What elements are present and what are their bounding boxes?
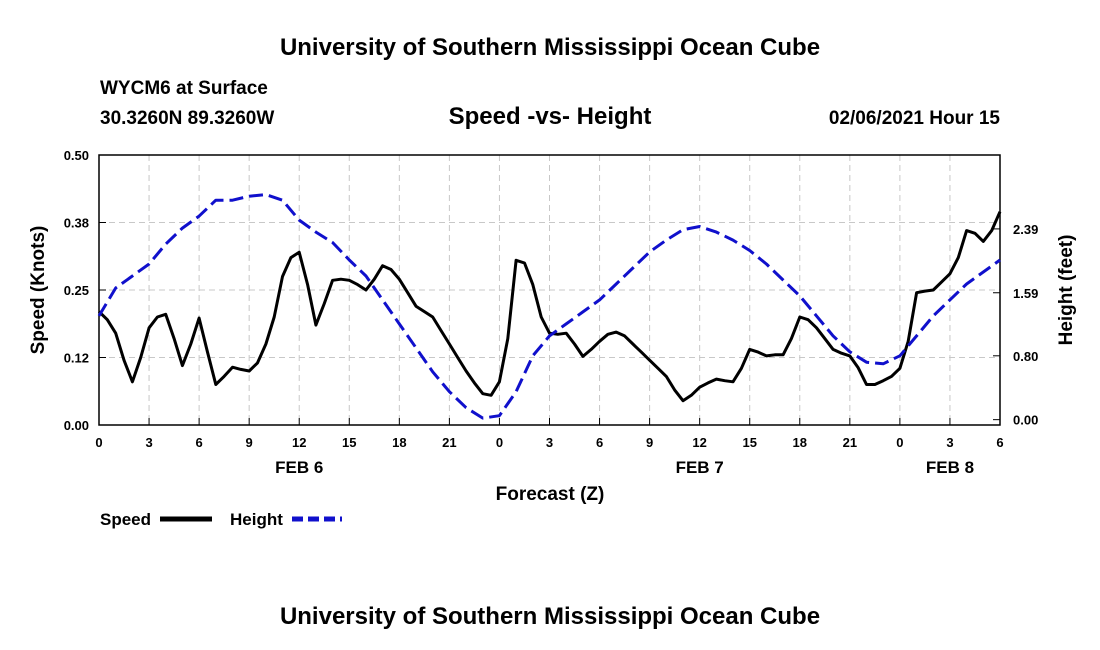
x-tick-label: 0 <box>896 435 903 450</box>
x-tick-label: 18 <box>392 435 406 450</box>
y2-tick-label: 1.59 <box>1013 286 1038 301</box>
x-tick-label: 15 <box>342 435 356 450</box>
legend-height-label: Height <box>230 510 283 529</box>
coords-label: 30.3260N 89.3260W <box>100 108 274 129</box>
x-tick-label: 0 <box>496 435 503 450</box>
y-axis-label: Speed (Knots) <box>28 226 49 355</box>
page-title: University of Southern Mississippi Ocean… <box>280 34 820 61</box>
x-tick-label: 21 <box>442 435 456 450</box>
x-tick-label: 15 <box>742 435 756 450</box>
legend-speed-label: Speed <box>100 510 151 529</box>
y2-tick-label: 0.00 <box>1013 413 1038 428</box>
x-tick-label: 6 <box>996 435 1003 450</box>
date-label: FEB 7 <box>676 458 724 477</box>
station-label: WYCM6 at Surface <box>100 78 268 99</box>
legend: Speed Height <box>100 510 342 529</box>
x-tick-label: 0 <box>95 435 102 450</box>
height-series-line <box>97 193 1001 420</box>
x-axis-label: Forecast (Z) <box>496 484 605 505</box>
grid-lines <box>99 155 1000 425</box>
x-tick-label: 6 <box>596 435 603 450</box>
y-tick-label: 0.38 <box>64 216 89 231</box>
footer-title: University of Southern Mississippi Ocean… <box>280 603 820 630</box>
x-tick-label: 3 <box>946 435 953 450</box>
y2-axis-label: Height (feet) <box>1056 235 1077 346</box>
x-tick-label: 9 <box>246 435 253 450</box>
y2-tick-label: 0.80 <box>1013 349 1038 364</box>
x-tick-label: 3 <box>546 435 553 450</box>
y-tick-label: 0.50 <box>64 148 89 163</box>
y-tick-label: 0.12 <box>64 351 89 366</box>
chart-title: Speed -vs- Height <box>449 103 652 130</box>
y2-tick-label: 2.39 <box>1013 222 1038 237</box>
x-tick-label: 6 <box>195 435 202 450</box>
x-tick-label: 18 <box>793 435 807 450</box>
y-tick-label: 0.00 <box>64 418 89 433</box>
axis-ticks: 0 3 6 9 12 15 18 21 0 3 6 9 12 15 18 21 0 3 6 0.00 0.12 0.25 0… <box>64 148 1039 477</box>
x-tick-label: 12 <box>692 435 706 450</box>
datetime-label: 02/06/2021 Hour 15 <box>829 108 1001 129</box>
x-tick-label: 12 <box>292 435 306 450</box>
date-label: FEB 6 <box>275 458 323 477</box>
x-tick-label: 9 <box>646 435 653 450</box>
x-tick-label: 3 <box>145 435 152 450</box>
date-label: FEB 8 <box>926 458 974 477</box>
speed-series-line <box>97 211 1002 403</box>
data-series <box>97 193 1002 420</box>
x-tick-label: 21 <box>843 435 857 450</box>
y-tick-label: 0.25 <box>64 283 89 298</box>
